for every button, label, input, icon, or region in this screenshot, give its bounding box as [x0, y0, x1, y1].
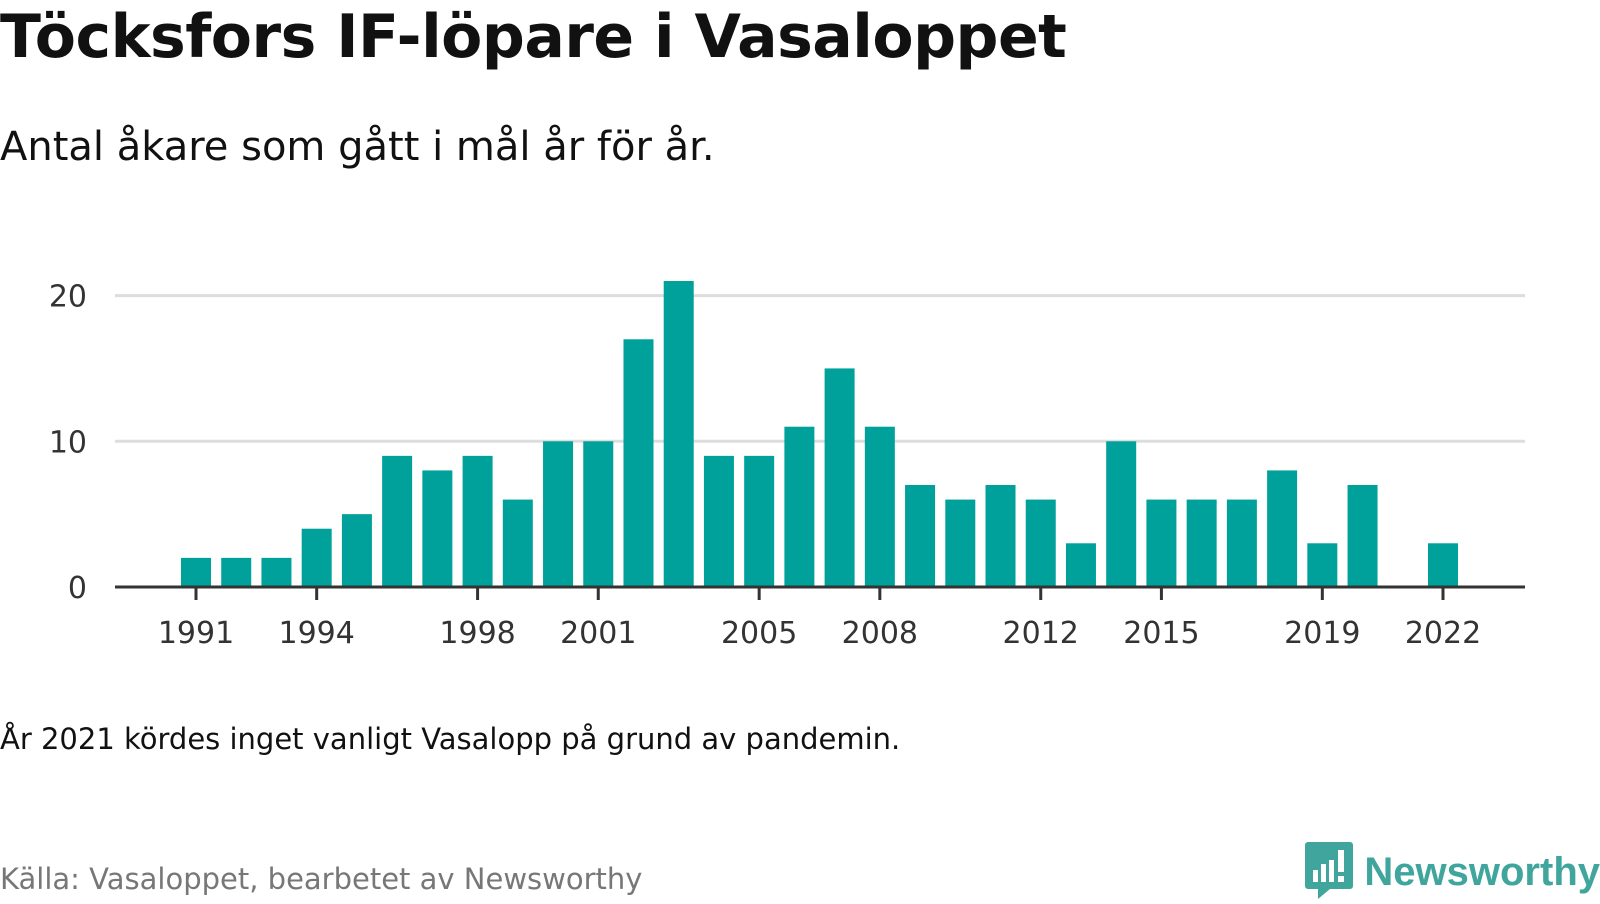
- bar-1992: [221, 557, 252, 587]
- x-axis: [115, 585, 1525, 600]
- bar-2002: [623, 339, 654, 587]
- bar-1997: [422, 470, 453, 587]
- y-tick-label: 20: [49, 280, 87, 315]
- bar-2010: [945, 499, 976, 587]
- bar-2022: [1428, 543, 1458, 587]
- y-tick-label: 10: [49, 425, 87, 460]
- bar-1994: [301, 528, 332, 587]
- x-tick-label: 1998: [439, 616, 515, 651]
- chart-note: År 2021 kördes inget vanligt Vasalopp på…: [0, 722, 901, 756]
- bar-2000: [543, 441, 574, 587]
- x-tick-label: 2008: [842, 616, 918, 651]
- bar-2014: [1106, 441, 1137, 587]
- bar-2006: [784, 426, 815, 587]
- bar-2015: [1146, 499, 1177, 587]
- x-axis-labels: 1991 1994 1998 2001 2005 2008 2012 2015 2019 2022: [158, 616, 1481, 651]
- gridlines: [115, 294, 1525, 443]
- bar-2020: [1347, 485, 1378, 587]
- bar-2003: [663, 281, 694, 587]
- x-tick-label: 2015: [1123, 616, 1199, 651]
- y-axis-labels: 0 10 20: [49, 280, 87, 606]
- bar-1993: [261, 557, 292, 587]
- brand-name: Newsworthy: [1364, 849, 1600, 894]
- bar-1999: [502, 499, 533, 587]
- source-credit: Källa: Vasaloppet, bearbetet av Newswort…: [0, 862, 643, 896]
- chart-title: Töcksfors IF-löpare i Vasaloppet: [0, 2, 1067, 72]
- bar-2004: [703, 455, 734, 587]
- x-tick-label: 2005: [721, 616, 797, 651]
- bar-2011: [985, 485, 1016, 587]
- bar-2017: [1226, 499, 1257, 587]
- bar-2019: [1307, 543, 1338, 587]
- bar-2008: [864, 426, 895, 587]
- bar-2012: [1025, 499, 1056, 587]
- x-tick-label: 2012: [1003, 616, 1079, 651]
- bar-2018: [1267, 470, 1298, 587]
- newsworthy-logo-icon: [1304, 840, 1354, 904]
- x-tick-label: 1991: [158, 616, 234, 651]
- bar-1998: [462, 455, 493, 587]
- bar-1996: [382, 455, 413, 587]
- x-tick-label: 1994: [278, 616, 354, 651]
- chart-subtitle: Antal åkare som gått i mål år för år.: [0, 124, 715, 170]
- bar-2007: [824, 368, 855, 587]
- x-tick-label: 2001: [560, 616, 636, 651]
- bar-2013: [1065, 543, 1096, 587]
- x-tick-label: 2019: [1284, 616, 1360, 651]
- bar-2009: [905, 485, 936, 587]
- bars: [181, 281, 1458, 587]
- brand-logo: Newsworthy: [1304, 840, 1600, 904]
- bar-2005: [744, 455, 775, 587]
- bar-1991: [181, 557, 211, 587]
- bar-2016: [1186, 499, 1217, 587]
- bar-chart: 0 10 20 1991 1994 1998 2001 2005 2008 2012 2015 20…: [49, 280, 1525, 651]
- y-tick-label: 0: [68, 571, 87, 606]
- bar-1995: [341, 514, 372, 587]
- x-tick-label: 2022: [1405, 616, 1481, 651]
- bar-2001: [583, 441, 614, 587]
